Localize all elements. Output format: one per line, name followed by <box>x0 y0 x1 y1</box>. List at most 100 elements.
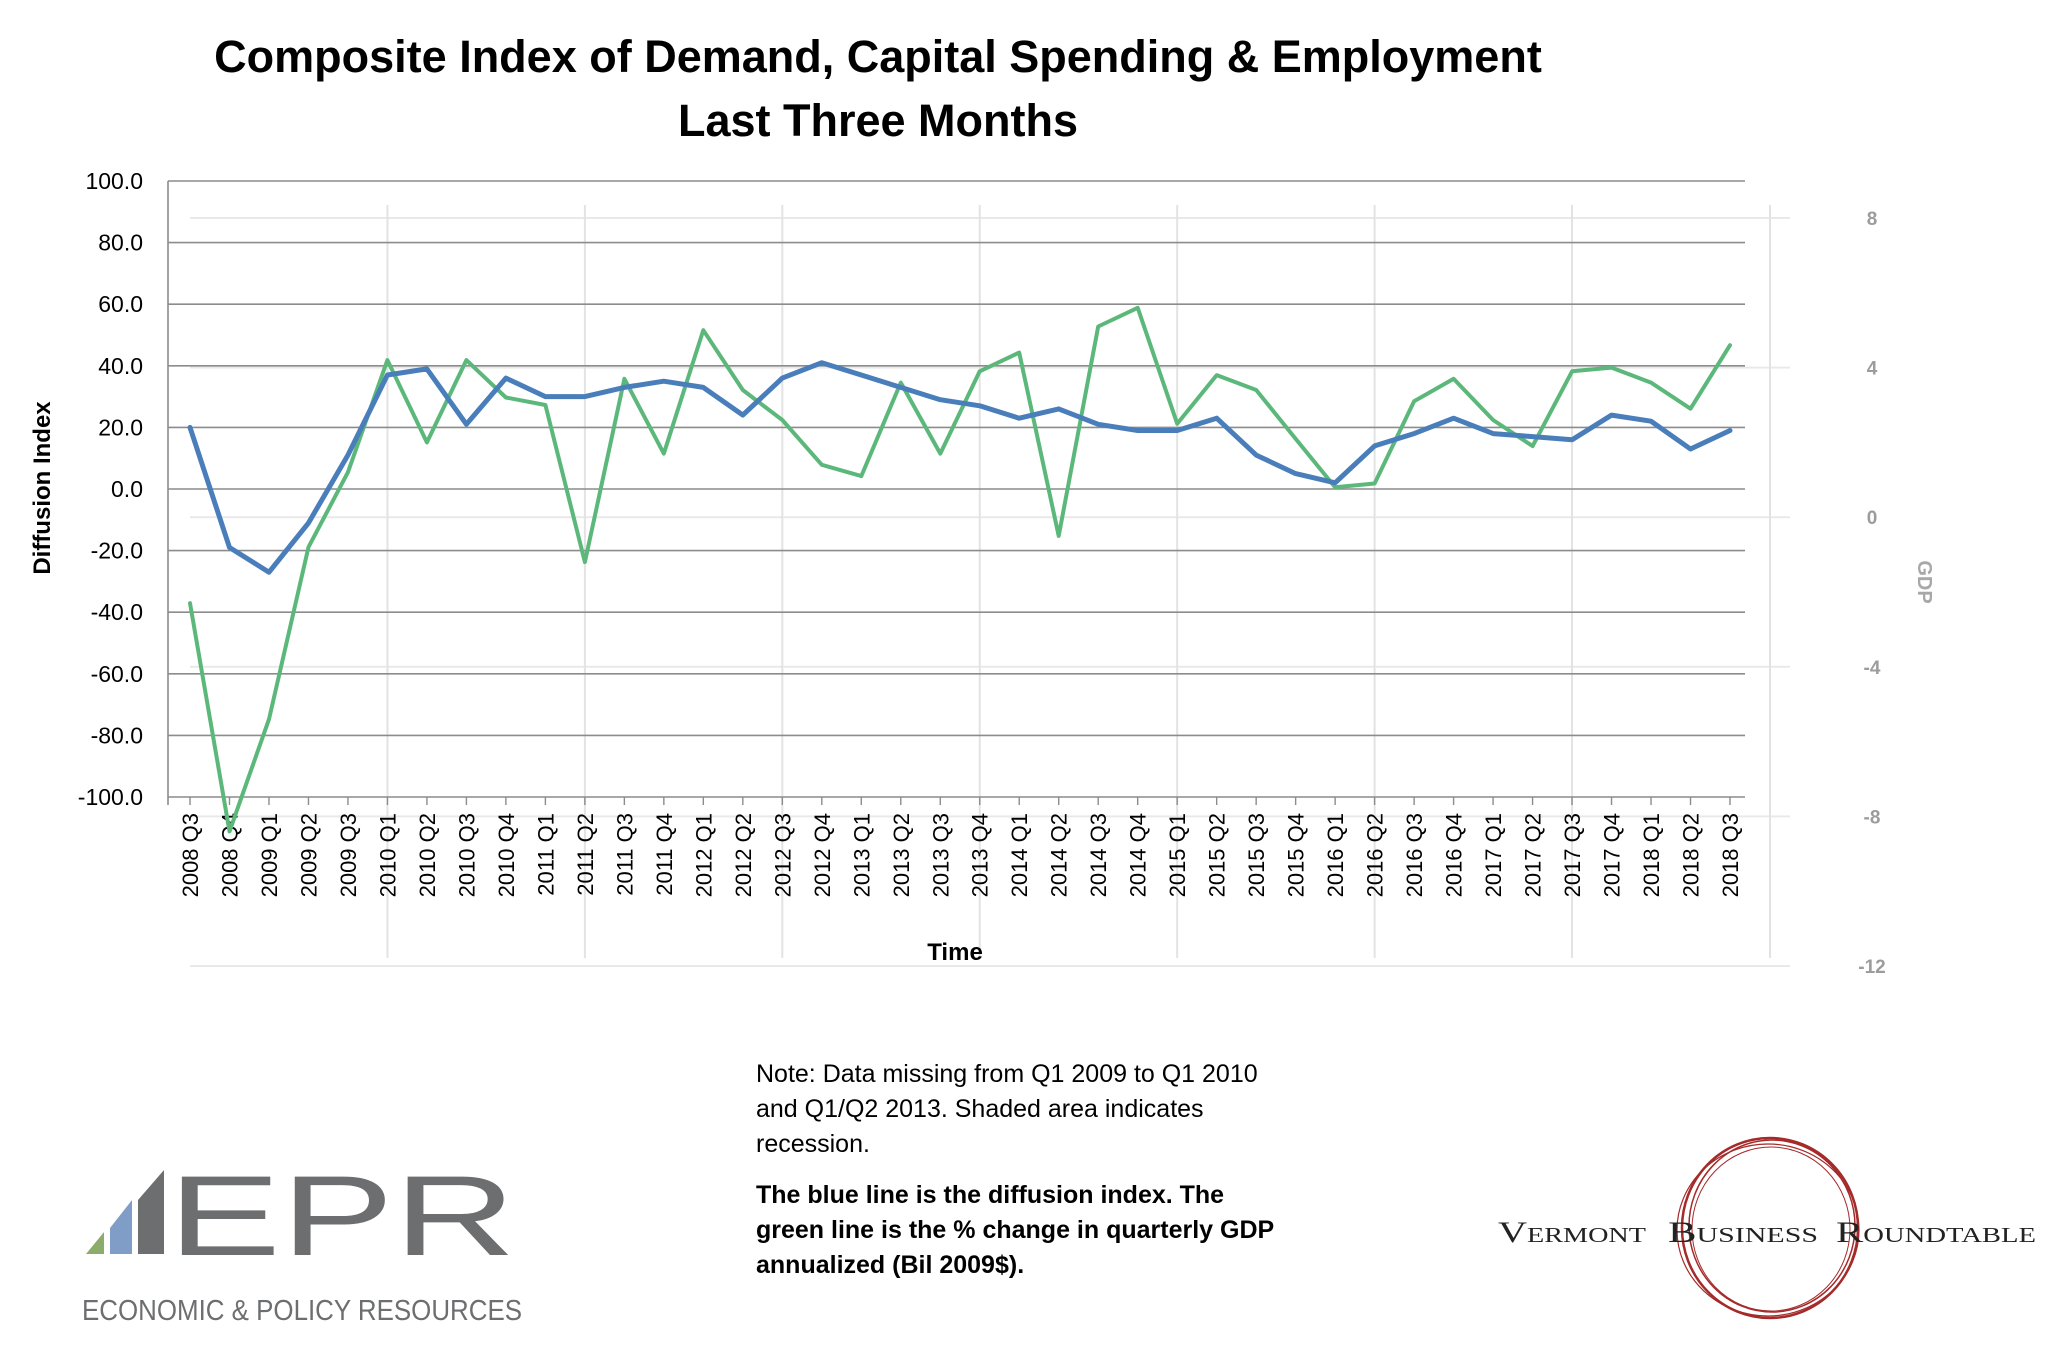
x-tick-label: 2012 Q1 <box>691 813 716 897</box>
x-tick-label: 2017 Q1 <box>1481 813 1506 897</box>
gdp-change-point <box>1571 370 1573 372</box>
gdp-change-point <box>821 464 823 466</box>
gdp-axis-ticks: 8 4 0 -4 -8 -12 <box>1858 209 1885 978</box>
x-tick-label: 2011 Q4 <box>652 813 677 896</box>
epr-gray-bar <box>138 1170 164 1254</box>
diffusion-index-point <box>307 522 309 524</box>
y-tick-label: 0.0 <box>111 476 143 502</box>
gdp-change-point <box>1492 419 1494 421</box>
vermont-business-roundtable-logo: Vermont Business Roundtable <box>1498 1136 2036 1320</box>
x-tick-label: 2014 Q4 <box>1126 813 1151 897</box>
gdp-change-point <box>1216 374 1218 376</box>
gdp-change-point <box>1611 367 1613 369</box>
diffusion-index-point <box>1295 473 1297 475</box>
diffusion-index-point <box>821 362 823 364</box>
y-axis-ticks: 100.0 80.0 60.0 40.0 20.0 0.0 -20.0 -40.0 -60.0 -… <box>78 168 143 810</box>
gdp-change-point <box>1176 423 1178 425</box>
x-tick-label: 2014 Q3 <box>1086 813 1111 897</box>
gdp-change-point <box>1532 445 1534 447</box>
vbr-word-vermont: Vermont <box>1498 1216 1646 1249</box>
gdp-change-point <box>1690 408 1692 410</box>
y-tick-label: -40.0 <box>91 599 143 625</box>
gdp-change-point <box>426 441 428 443</box>
x-tick-label: 2010 Q4 <box>494 813 519 897</box>
gdp-change-point <box>307 546 309 548</box>
x-tick-label: 2009 Q1 <box>257 813 282 897</box>
diffusion-index-point <box>189 426 191 428</box>
x-tick-label: 2015 Q3 <box>1244 813 1269 897</box>
diffusion-index-point <box>1571 439 1573 441</box>
gdp-change-point <box>386 359 388 361</box>
diffusion-index-point <box>1176 429 1178 431</box>
gdp-change-point <box>465 359 467 361</box>
diffusion-index-point <box>623 386 625 388</box>
diffusion-index-point <box>1216 417 1218 419</box>
diffusion-index-point <box>426 368 428 370</box>
y-tick-label: -80.0 <box>91 722 143 748</box>
diffusion-index-point <box>1492 433 1494 435</box>
y-tick-label: 60.0 <box>98 291 143 317</box>
x-tick-label: 2015 Q2 <box>1205 813 1230 897</box>
epr-logo: EPR ECONOMIC & POLICY RESOURCES <box>82 1170 522 1327</box>
diffusion-index-point <box>1650 420 1652 422</box>
diffusion-index-point <box>544 396 546 398</box>
gdp-tick-label: 4 <box>1867 359 1878 380</box>
x-tick-label: 2013 Q3 <box>928 813 953 897</box>
y-tick-label: 20.0 <box>98 414 143 440</box>
gdp-change-point <box>939 453 941 455</box>
gdp-change-point <box>781 419 783 421</box>
x-tick-label: 2010 Q3 <box>454 813 479 897</box>
x-tick-label: 2015 Q4 <box>1284 813 1309 897</box>
x-tick-label: 2013 Q1 <box>849 813 874 897</box>
gdp-change-point <box>1097 325 1099 327</box>
diffusion-index-point <box>939 399 941 401</box>
gdp-change-point <box>228 830 230 832</box>
diffusion-index-point <box>742 414 744 416</box>
x-tick-label: 2015 Q1 <box>1165 813 1190 897</box>
x-tick-label: 2011 Q3 <box>612 813 637 896</box>
diffusion-index-point <box>1532 436 1534 438</box>
gdp-change-point <box>1295 438 1297 440</box>
x-tick-label: 2013 Q4 <box>968 813 993 897</box>
gdp-change-point <box>1413 400 1415 402</box>
x-tick-label: 2016 Q1 <box>1323 813 1348 897</box>
gdp-change-point <box>1058 535 1060 537</box>
x-tick-label: 2010 Q1 <box>375 813 400 897</box>
x-tick-label: 2018 Q2 <box>1679 813 1704 897</box>
gdp-change-point <box>505 397 507 399</box>
diffusion-index-point <box>1097 423 1099 425</box>
x-tick-label: 2018 Q3 <box>1718 813 1743 897</box>
epr-green-bar <box>86 1232 104 1254</box>
diffusion-index-point <box>505 377 507 379</box>
x-tick-label: 2016 Q3 <box>1402 813 1427 897</box>
diffusion-index-point <box>386 374 388 376</box>
vbr-word-business: Business <box>1668 1216 1818 1249</box>
y-tick-label: 40.0 <box>98 353 143 379</box>
diffusion-index-point <box>702 386 704 388</box>
chart-title-line-2: Last Three Months <box>678 95 1078 146</box>
x-tick-label: 2014 Q1 <box>1007 813 1032 897</box>
gdp-change-point <box>742 389 744 391</box>
gdp-change-point <box>268 718 270 720</box>
x-tick-label: 2011 Q1 <box>533 813 558 896</box>
gdp-change-point <box>1018 352 1020 354</box>
epr-wordmark: EPR <box>168 1170 516 1280</box>
epr-blue-bar <box>110 1200 132 1254</box>
diffusion-index-point <box>228 547 230 549</box>
diffusion-index-point <box>900 386 902 388</box>
gdp-chart-frame <box>190 205 1790 967</box>
x-tick-label: 2009 Q2 <box>296 813 321 897</box>
diffusion-index-point <box>1058 408 1060 410</box>
gdp-tick-label: 0 <box>1867 508 1878 529</box>
diffusion-index-point <box>1611 414 1613 416</box>
grid-lines <box>167 180 1745 805</box>
note-text: Note: Data missing from Q1 2009 to Q1 20… <box>756 1060 1258 1158</box>
diffusion-index-point <box>1018 417 1020 419</box>
x-tick-label: 2016 Q4 <box>1442 813 1467 897</box>
x-tick-label: 2017 Q3 <box>1560 813 1585 897</box>
chart-title-line-1: Composite Index of Demand, Capital Spend… <box>214 31 1542 82</box>
gdp-change-point <box>702 329 704 331</box>
gdp-change-point <box>347 471 349 473</box>
diffusion-index-point <box>1413 433 1415 435</box>
gdp-change-point <box>1334 486 1336 488</box>
